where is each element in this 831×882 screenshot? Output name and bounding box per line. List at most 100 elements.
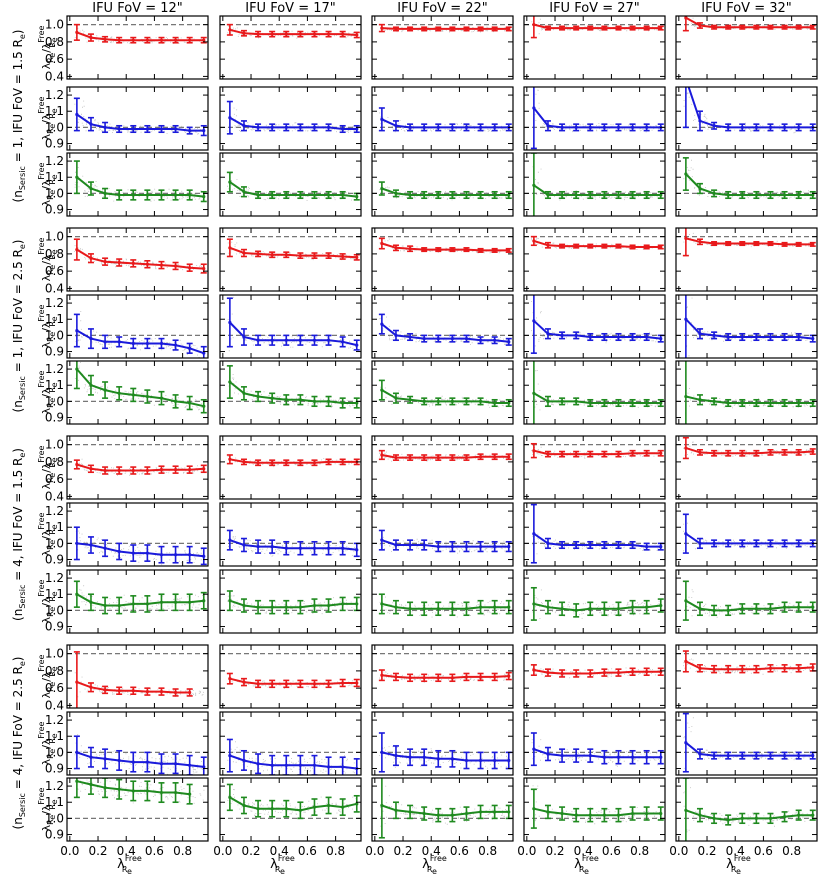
data-point — [602, 607, 606, 611]
x-tick-label: 0.2 — [88, 844, 107, 858]
y-tick-label: 1.2 — [45, 296, 64, 310]
data-point — [507, 401, 511, 405]
data-point — [507, 545, 511, 549]
data-point — [630, 451, 635, 455]
data-point — [712, 191, 716, 195]
error-bar — [696, 238, 703, 246]
data-point — [698, 23, 702, 28]
data-point — [173, 399, 178, 403]
panel-plot-area — [372, 313, 513, 346]
y-axis-label-row-9: λRe/λFreeRe — [37, 580, 59, 624]
data-point — [75, 328, 79, 333]
data-point — [493, 675, 497, 679]
error-bar — [753, 664, 760, 674]
error-bar — [809, 448, 816, 455]
data-point — [242, 758, 246, 763]
error-bar — [711, 604, 718, 617]
error-bar — [601, 749, 608, 765]
error-bar — [781, 751, 788, 760]
data-point — [422, 755, 426, 759]
error-bar — [725, 814, 732, 826]
data-point — [341, 765, 345, 769]
error-bar — [629, 25, 636, 31]
data-point — [145, 551, 149, 555]
series-line — [685, 16, 813, 29]
series-line — [685, 599, 813, 612]
error-bar — [573, 540, 580, 550]
scatter-points — [683, 658, 812, 675]
data-point — [574, 754, 578, 758]
data-point — [117, 689, 121, 693]
error-bar — [601, 540, 608, 550]
data-point — [408, 810, 412, 814]
error-bar — [200, 756, 207, 775]
series-line — [76, 329, 205, 355]
data-point — [726, 25, 730, 29]
error-bar — [421, 397, 428, 406]
error-bar — [144, 189, 151, 201]
data-point — [684, 317, 688, 321]
error-bar — [339, 190, 346, 200]
error-bar — [339, 30, 346, 38]
data-point — [546, 452, 550, 456]
error-bar — [269, 30, 276, 38]
data-point — [173, 790, 178, 795]
data-point — [659, 245, 663, 249]
data-point — [532, 23, 536, 27]
error-bar — [311, 459, 318, 467]
panel-frame — [66, 644, 209, 709]
panel-plot-area — [524, 732, 665, 767]
panel-plot-area — [524, 235, 665, 250]
data-point — [645, 451, 649, 455]
error-bar — [435, 334, 442, 343]
series-line — [533, 669, 661, 675]
panel-frame — [371, 569, 514, 634]
data-point — [188, 401, 192, 405]
error-bar — [532, 361, 536, 424]
data-point — [117, 468, 121, 473]
data-point — [754, 816, 758, 820]
scatter-points — [228, 673, 358, 690]
error-bar — [130, 751, 137, 773]
panel-r3-c4 — [523, 152, 666, 217]
panel-frame — [675, 711, 818, 776]
panel-plot-area — [67, 236, 208, 274]
y-axis-label-row-12: λRe/λFreeRe — [37, 788, 59, 832]
panel-plot-area — [67, 444, 208, 476]
panel-plot-area — [676, 87, 817, 134]
data-point — [493, 758, 497, 763]
error-bar — [615, 190, 622, 200]
data-point — [659, 193, 663, 197]
data-point — [630, 811, 635, 816]
error-bar — [587, 748, 594, 763]
y-tick-label: 0.6 — [45, 264, 64, 278]
data-point — [726, 193, 730, 197]
error-bar — [767, 449, 774, 456]
series-line — [533, 748, 661, 759]
data-point — [726, 754, 730, 758]
error-bar — [657, 449, 664, 457]
data-point — [173, 600, 178, 604]
error-bar — [297, 459, 304, 467]
data-point — [546, 332, 550, 336]
error-bar — [795, 809, 802, 821]
y-tick-label: 0.6 — [45, 472, 64, 486]
error-bar — [200, 398, 207, 414]
error-bar — [629, 244, 636, 250]
data-point — [159, 127, 164, 131]
panel-frame — [219, 15, 362, 80]
data-point — [726, 541, 730, 545]
data-point — [478, 193, 483, 197]
data-point — [450, 676, 454, 680]
error-bar — [73, 23, 80, 41]
error-bar — [269, 123, 276, 132]
data-point — [616, 607, 621, 611]
error-bar — [491, 453, 498, 461]
panel-r8-c5 — [675, 502, 818, 567]
panel-r11-c3 — [371, 711, 514, 776]
data-point — [103, 688, 107, 692]
error-bar — [392, 120, 399, 132]
error-bar — [186, 688, 193, 697]
data-point — [740, 401, 744, 405]
data-point — [75, 779, 79, 783]
